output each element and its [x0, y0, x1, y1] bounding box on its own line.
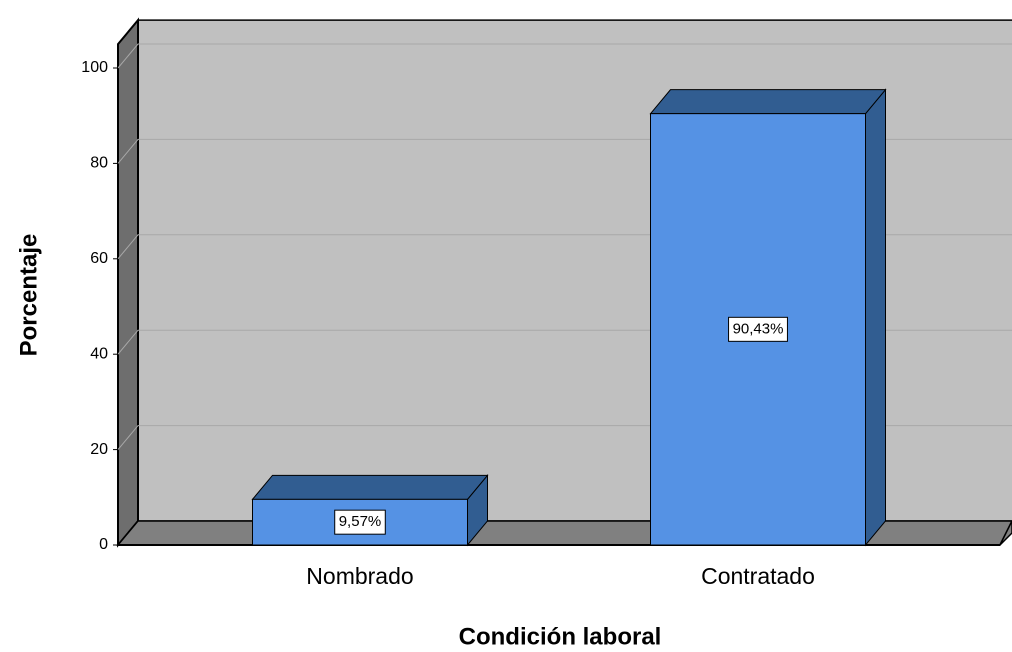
floor-edge	[999, 520, 1012, 546]
y-tick-label: 60	[90, 250, 108, 267]
y-tick-label: 0	[99, 536, 108, 553]
left-wall	[117, 17, 139, 548]
y-tick-label: 80	[90, 155, 108, 172]
value-label: 9,57%	[339, 513, 382, 530]
y-tick-label: 40	[90, 345, 108, 362]
value-label: 90,43%	[733, 320, 784, 337]
y-tick-label: 20	[90, 441, 108, 458]
bar-top	[251, 474, 489, 500]
y-tick-label: 100	[81, 59, 108, 76]
x-tick-label: Contratado	[701, 563, 815, 589]
bar-top	[649, 89, 887, 115]
grid-line	[117, 43, 1012, 69]
x-axis-title: Condición laboral	[459, 623, 662, 650]
y-axis-title: Porcentaje	[15, 234, 42, 357]
value-label-box	[728, 316, 788, 342]
value-label-box	[334, 509, 386, 535]
x-tick-label: Nombrado	[306, 563, 413, 589]
bar-side	[865, 88, 886, 547]
